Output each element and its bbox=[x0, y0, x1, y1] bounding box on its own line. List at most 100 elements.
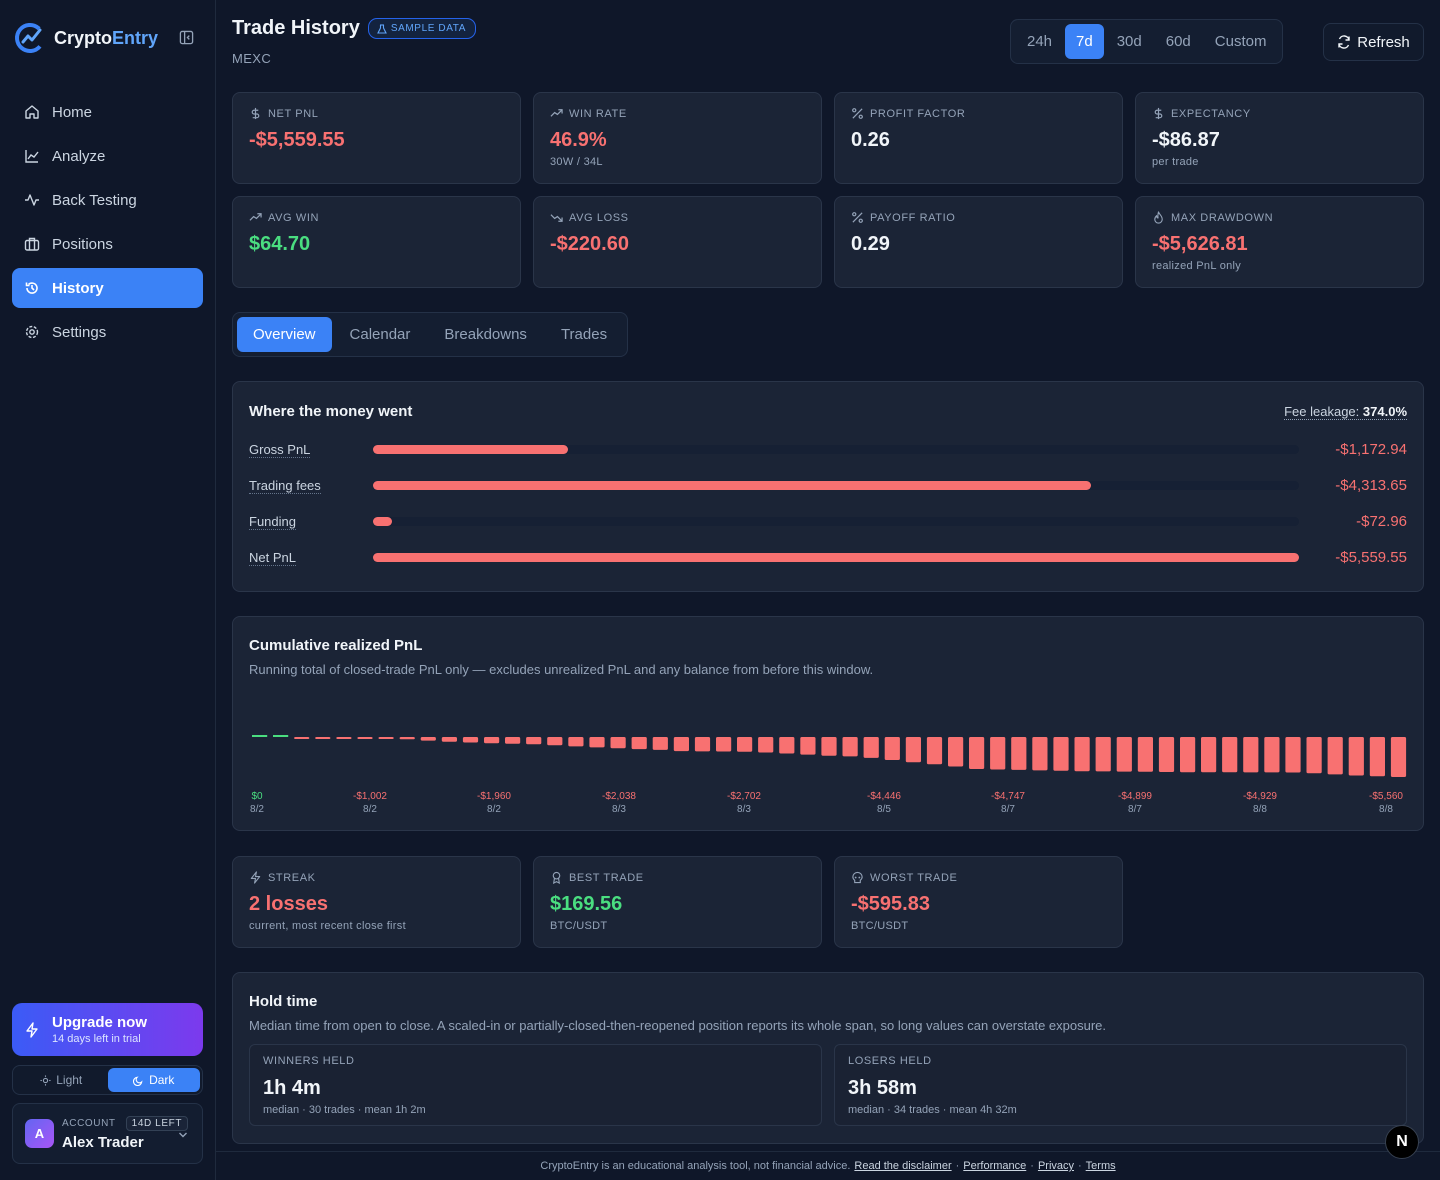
privacy-link[interactable]: Privacy bbox=[1037, 1160, 1074, 1172]
cumulative-bar bbox=[610, 737, 626, 749]
cumulative-pnl-card: Cumulative realized PnL Running total of… bbox=[232, 616, 1424, 831]
money-row-value: -$1,172.94 bbox=[1335, 441, 1407, 458]
cumulative-bar bbox=[863, 737, 879, 758]
refresh-button[interactable]: Refresh bbox=[1323, 23, 1424, 61]
disclaimer-link[interactable]: Read the disclaimer bbox=[854, 1160, 952, 1172]
sidebar-item-label: Back Testing bbox=[52, 191, 137, 209]
money-title: Where the money went bbox=[249, 403, 413, 420]
tab-breakdowns[interactable]: Breakdowns bbox=[444, 326, 527, 343]
cumulative-tick-value: -$4,747 bbox=[991, 791, 1025, 802]
terms-link[interactable]: Terms bbox=[1085, 1160, 1116, 1172]
money-row-label[interactable]: Funding bbox=[249, 514, 296, 530]
kpi-sub: 30W / 34L bbox=[550, 156, 603, 168]
range-24h-button[interactable]: 24h bbox=[1027, 33, 1053, 50]
kpi-value: 0.29 bbox=[851, 233, 890, 255]
exchange-name: MEXC bbox=[232, 51, 272, 66]
cumulative-bar bbox=[1137, 737, 1153, 772]
cumulative-bar bbox=[589, 737, 605, 748]
cumulative-bar bbox=[948, 737, 964, 767]
cumulative-bar bbox=[357, 737, 373, 739]
briefcase-icon bbox=[24, 237, 40, 251]
kpi-card-win-rate: WIN RATE 46.9% 30W / 34L bbox=[533, 92, 822, 184]
sidebar-item-home[interactable]: Home bbox=[12, 92, 203, 132]
cumulative-bar bbox=[631, 737, 647, 750]
cumulative-bar bbox=[1222, 737, 1238, 773]
logo[interactable]: CryptoEntry bbox=[14, 22, 158, 54]
cumulative-bar bbox=[484, 737, 500, 744]
money-bar-track bbox=[373, 481, 1299, 490]
cumulative-tick-date: 8/2 bbox=[487, 804, 501, 815]
cumulative-bar bbox=[737, 737, 753, 752]
kpi-card-expectancy: EXPECTANCY -$86.87 per trade bbox=[1135, 92, 1424, 184]
tab-trades[interactable]: Trades bbox=[560, 326, 608, 343]
winners-held-box: WINNERS HELD 1h 4m median · 30 trades · … bbox=[249, 1044, 822, 1126]
sidebar-item-analyze[interactable]: Analyze bbox=[12, 136, 203, 176]
kpi-label: EXPECTANCY bbox=[1171, 107, 1251, 120]
cumulative-tick-value: $0 bbox=[251, 791, 263, 802]
streak-card: STREAK 2 losses current, most recent clo… bbox=[232, 856, 521, 948]
money-row-value: -$4,313.65 bbox=[1335, 477, 1407, 494]
bolt-icon bbox=[26, 1021, 38, 1038]
theme-light-button[interactable]: Light bbox=[15, 1068, 108, 1092]
cumulative-bar bbox=[1032, 737, 1048, 771]
kpi-label: WIN RATE bbox=[569, 107, 627, 120]
cumulative-bar bbox=[420, 737, 436, 741]
theme-dark-button[interactable]: Dark bbox=[107, 1068, 200, 1092]
next-dev-indicator[interactable]: N bbox=[1385, 1125, 1419, 1159]
kpi-sub: realized PnL only bbox=[1152, 260, 1242, 272]
stat-value: -$595.83 bbox=[851, 893, 930, 915]
kpi-card-payoff-ratio: PAYOFF RATIO 0.29 bbox=[834, 196, 1123, 288]
sidebar-collapse-icon[interactable] bbox=[179, 30, 194, 45]
performance-link[interactable]: Performance bbox=[963, 1160, 1027, 1172]
cumulative-tick-value: -$4,899 bbox=[1118, 791, 1152, 802]
cumulative-bar bbox=[1053, 737, 1069, 771]
cumulative-bar bbox=[758, 737, 774, 753]
home-icon bbox=[25, 105, 39, 119]
cumulative-bar bbox=[547, 737, 563, 746]
theme-toggle: Light Dark bbox=[12, 1065, 203, 1095]
cumulative-bar bbox=[526, 737, 542, 745]
dollar-icon bbox=[1154, 107, 1163, 120]
account-menu[interactable]: A ACCOUNT 14D LEFT Alex Trader bbox=[12, 1103, 203, 1164]
tab-overview[interactable]: Overview bbox=[237, 317, 332, 352]
bolt-icon bbox=[250, 871, 261, 884]
cumulative-bar bbox=[905, 737, 921, 763]
money-row-label[interactable]: Trading fees bbox=[249, 478, 321, 494]
tab-calendar[interactable]: Calendar bbox=[349, 326, 411, 343]
chart-line-icon bbox=[25, 150, 39, 163]
range-60d-button[interactable]: 60d bbox=[1165, 33, 1191, 50]
kpi-value: 46.9% bbox=[550, 129, 607, 151]
cumulative-bar bbox=[1116, 737, 1132, 772]
cumulative-bar bbox=[673, 737, 689, 752]
kpi-label: NET PNL bbox=[268, 107, 319, 120]
money-row-label[interactable]: Gross PnL bbox=[249, 442, 311, 458]
money-row-value: -$72.96 bbox=[1356, 513, 1407, 530]
cumulative-bar bbox=[1180, 737, 1196, 773]
cumulative-tick-value: -$2,702 bbox=[727, 791, 761, 802]
sidebar-item-history[interactable]: History bbox=[12, 268, 203, 308]
sidebar-item-back-testing[interactable]: Back Testing bbox=[12, 180, 203, 220]
upgrade-button[interactable]: Upgrade now 14 days left in trial bbox=[12, 1003, 203, 1056]
sidebar-item-positions[interactable]: Positions bbox=[12, 224, 203, 264]
best-trade-card: BEST TRADE $169.56 BTC/USDT bbox=[533, 856, 822, 948]
cumulative-pnl-chart bbox=[252, 735, 1407, 777]
skull-icon bbox=[852, 871, 863, 884]
footer-sep: · bbox=[1030, 1160, 1034, 1172]
moon-icon bbox=[133, 1076, 143, 1086]
cumulative-bar bbox=[1011, 737, 1027, 770]
sidebar-item-label: History bbox=[52, 279, 104, 297]
money-row-label[interactable]: Net PnL bbox=[249, 550, 296, 566]
range-custom-button[interactable]: Custom bbox=[1214, 33, 1267, 50]
cumulative-bar bbox=[1369, 737, 1385, 777]
range-30d-button[interactable]: 30d bbox=[1116, 33, 1142, 50]
footer-text: CryptoEntry is an educational analysis t… bbox=[540, 1160, 851, 1172]
sidebar-item-label: Positions bbox=[52, 235, 113, 253]
money-bar-track bbox=[373, 445, 1299, 454]
range-7d-button[interactable]: 7d bbox=[1065, 24, 1104, 59]
fee-leakage[interactable]: Fee leakage: 374.0% bbox=[1284, 404, 1407, 420]
view-tabs: Overview Calendar Breakdowns Trades bbox=[232, 312, 629, 357]
cumulative-bar bbox=[1201, 737, 1217, 773]
stat-value: $169.56 bbox=[550, 893, 623, 915]
cumulative-tick-date: 8/7 bbox=[1128, 804, 1142, 815]
sidebar-item-settings[interactable]: Settings bbox=[12, 312, 203, 352]
